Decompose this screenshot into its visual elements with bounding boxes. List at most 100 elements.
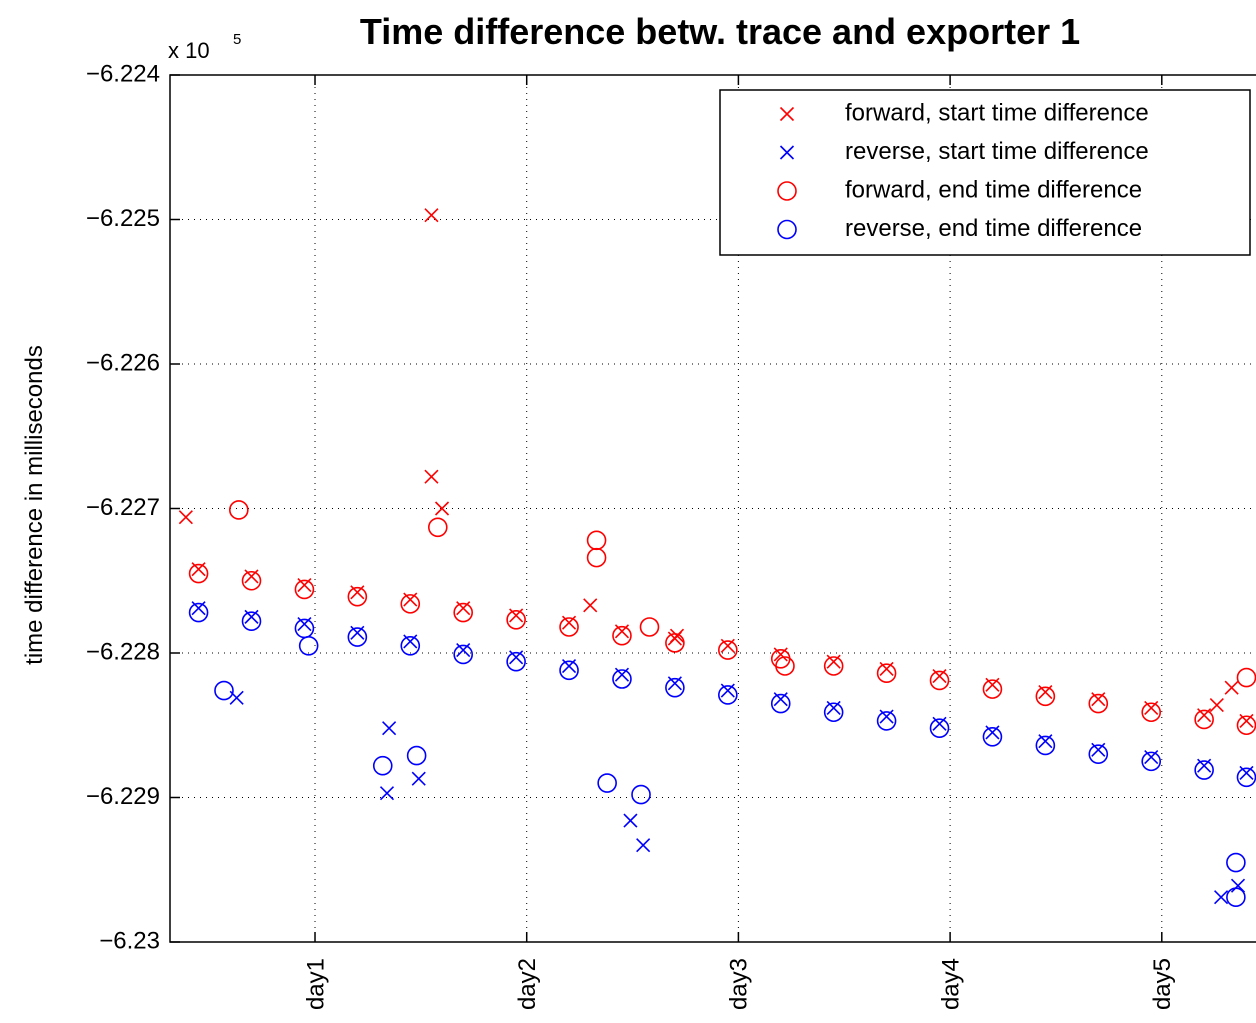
data-point — [506, 651, 526, 672]
data-point — [1088, 744, 1109, 764]
data-point — [597, 773, 617, 793]
data-point — [623, 813, 638, 828]
data-point — [631, 784, 651, 805]
data-point — [583, 598, 598, 613]
data-point — [1214, 890, 1229, 905]
data-point — [636, 838, 651, 853]
data-point — [347, 586, 368, 607]
data-point — [229, 500, 249, 520]
x-tick-label: day2 — [514, 958, 541, 1010]
data-point — [1236, 767, 1256, 788]
y-multiplier-exponent: 5 — [233, 31, 241, 48]
y-multiplier: x 10 — [168, 38, 210, 63]
legend-label: reverse, start time difference — [845, 138, 1149, 165]
legend-label: forward, end time difference — [845, 176, 1142, 203]
data-point — [1035, 735, 1056, 756]
data-point — [294, 579, 315, 600]
data-point — [612, 625, 632, 646]
data-point — [400, 635, 421, 656]
data-point — [929, 718, 950, 738]
data-point — [298, 635, 319, 656]
x-tick-label: day1 — [302, 958, 329, 1010]
data-point — [178, 510, 193, 525]
data-point — [823, 702, 844, 723]
data-point — [424, 469, 439, 484]
data-point — [427, 517, 448, 538]
data-point — [775, 656, 795, 676]
legend-marker — [779, 106, 795, 122]
data-point — [770, 693, 791, 714]
chart-title: Time difference betw. trace and exporter… — [360, 11, 1080, 52]
data-point — [241, 570, 262, 591]
plot-area — [178, 208, 1256, 908]
axes: −6.224 −6.225 −6.226 −6.227 −6.228 −6.229 −6.2… — [86, 60, 1256, 1010]
data-point — [1209, 697, 1224, 713]
data-point — [382, 721, 397, 736]
data-point — [876, 663, 897, 684]
data-point — [294, 618, 315, 639]
x-tick-label: day4 — [937, 958, 964, 1010]
y-axis-label: time difference in milliseconds — [21, 345, 48, 665]
data-point — [612, 669, 632, 689]
legend-marker — [777, 219, 797, 240]
data-point — [1236, 715, 1256, 736]
data-point — [1141, 751, 1162, 772]
legend-label: reverse, end time difference — [845, 215, 1142, 242]
data-point — [453, 602, 473, 623]
y-tick-label: −6.23 — [99, 927, 160, 954]
data-point — [188, 602, 209, 623]
data-point — [559, 660, 579, 681]
data-point — [1224, 680, 1239, 695]
x-tick-label: day3 — [726, 958, 753, 1010]
data-point — [876, 711, 897, 731]
data-point — [1226, 852, 1246, 873]
data-point — [372, 755, 393, 776]
data-point — [665, 677, 685, 698]
data-point — [669, 628, 685, 643]
legend-box — [719, 89, 1251, 256]
data-point — [347, 627, 368, 647]
data-point — [823, 656, 844, 676]
data-point — [400, 594, 421, 614]
data-point — [718, 685, 738, 705]
y-tick-label: −6.227 — [86, 494, 160, 521]
y-tick-label: −6.228 — [86, 638, 160, 665]
data-point — [1141, 702, 1162, 723]
data-point — [1226, 887, 1246, 908]
data-point — [1194, 709, 1214, 730]
data-point — [379, 786, 395, 801]
x-tick-label: day5 — [1149, 958, 1176, 1010]
data-point — [1194, 760, 1214, 780]
legend: forward, start time difference reverse, s… — [719, 89, 1251, 256]
y-tick-label: −6.229 — [86, 783, 160, 810]
data-point — [586, 530, 607, 551]
legend-marker — [779, 145, 795, 160]
data-point — [424, 208, 439, 223]
data-point — [559, 617, 579, 637]
data-point — [718, 640, 738, 660]
data-point — [411, 771, 426, 786]
data-point — [406, 745, 427, 766]
data-point — [639, 617, 660, 637]
y-tick-label: −6.226 — [86, 349, 160, 376]
axis-frame — [169, 74, 1256, 943]
data-point — [214, 680, 234, 701]
data-point — [982, 679, 1003, 699]
data-point — [982, 727, 1003, 747]
legend-marker — [777, 181, 797, 201]
data-point — [929, 670, 950, 691]
y-tick-label: −6.225 — [86, 205, 160, 232]
y-tick-label: −6.224 — [86, 60, 160, 87]
data-point — [506, 609, 526, 630]
data-point — [1236, 667, 1256, 688]
data-point — [188, 563, 209, 584]
data-point — [434, 501, 450, 516]
data-point — [586, 547, 607, 568]
legend-label: forward, start time difference — [845, 99, 1149, 126]
data-point — [1088, 693, 1109, 714]
data-point — [1035, 686, 1056, 707]
data-point — [241, 611, 262, 632]
data-point — [665, 633, 685, 653]
data-point — [453, 644, 473, 665]
